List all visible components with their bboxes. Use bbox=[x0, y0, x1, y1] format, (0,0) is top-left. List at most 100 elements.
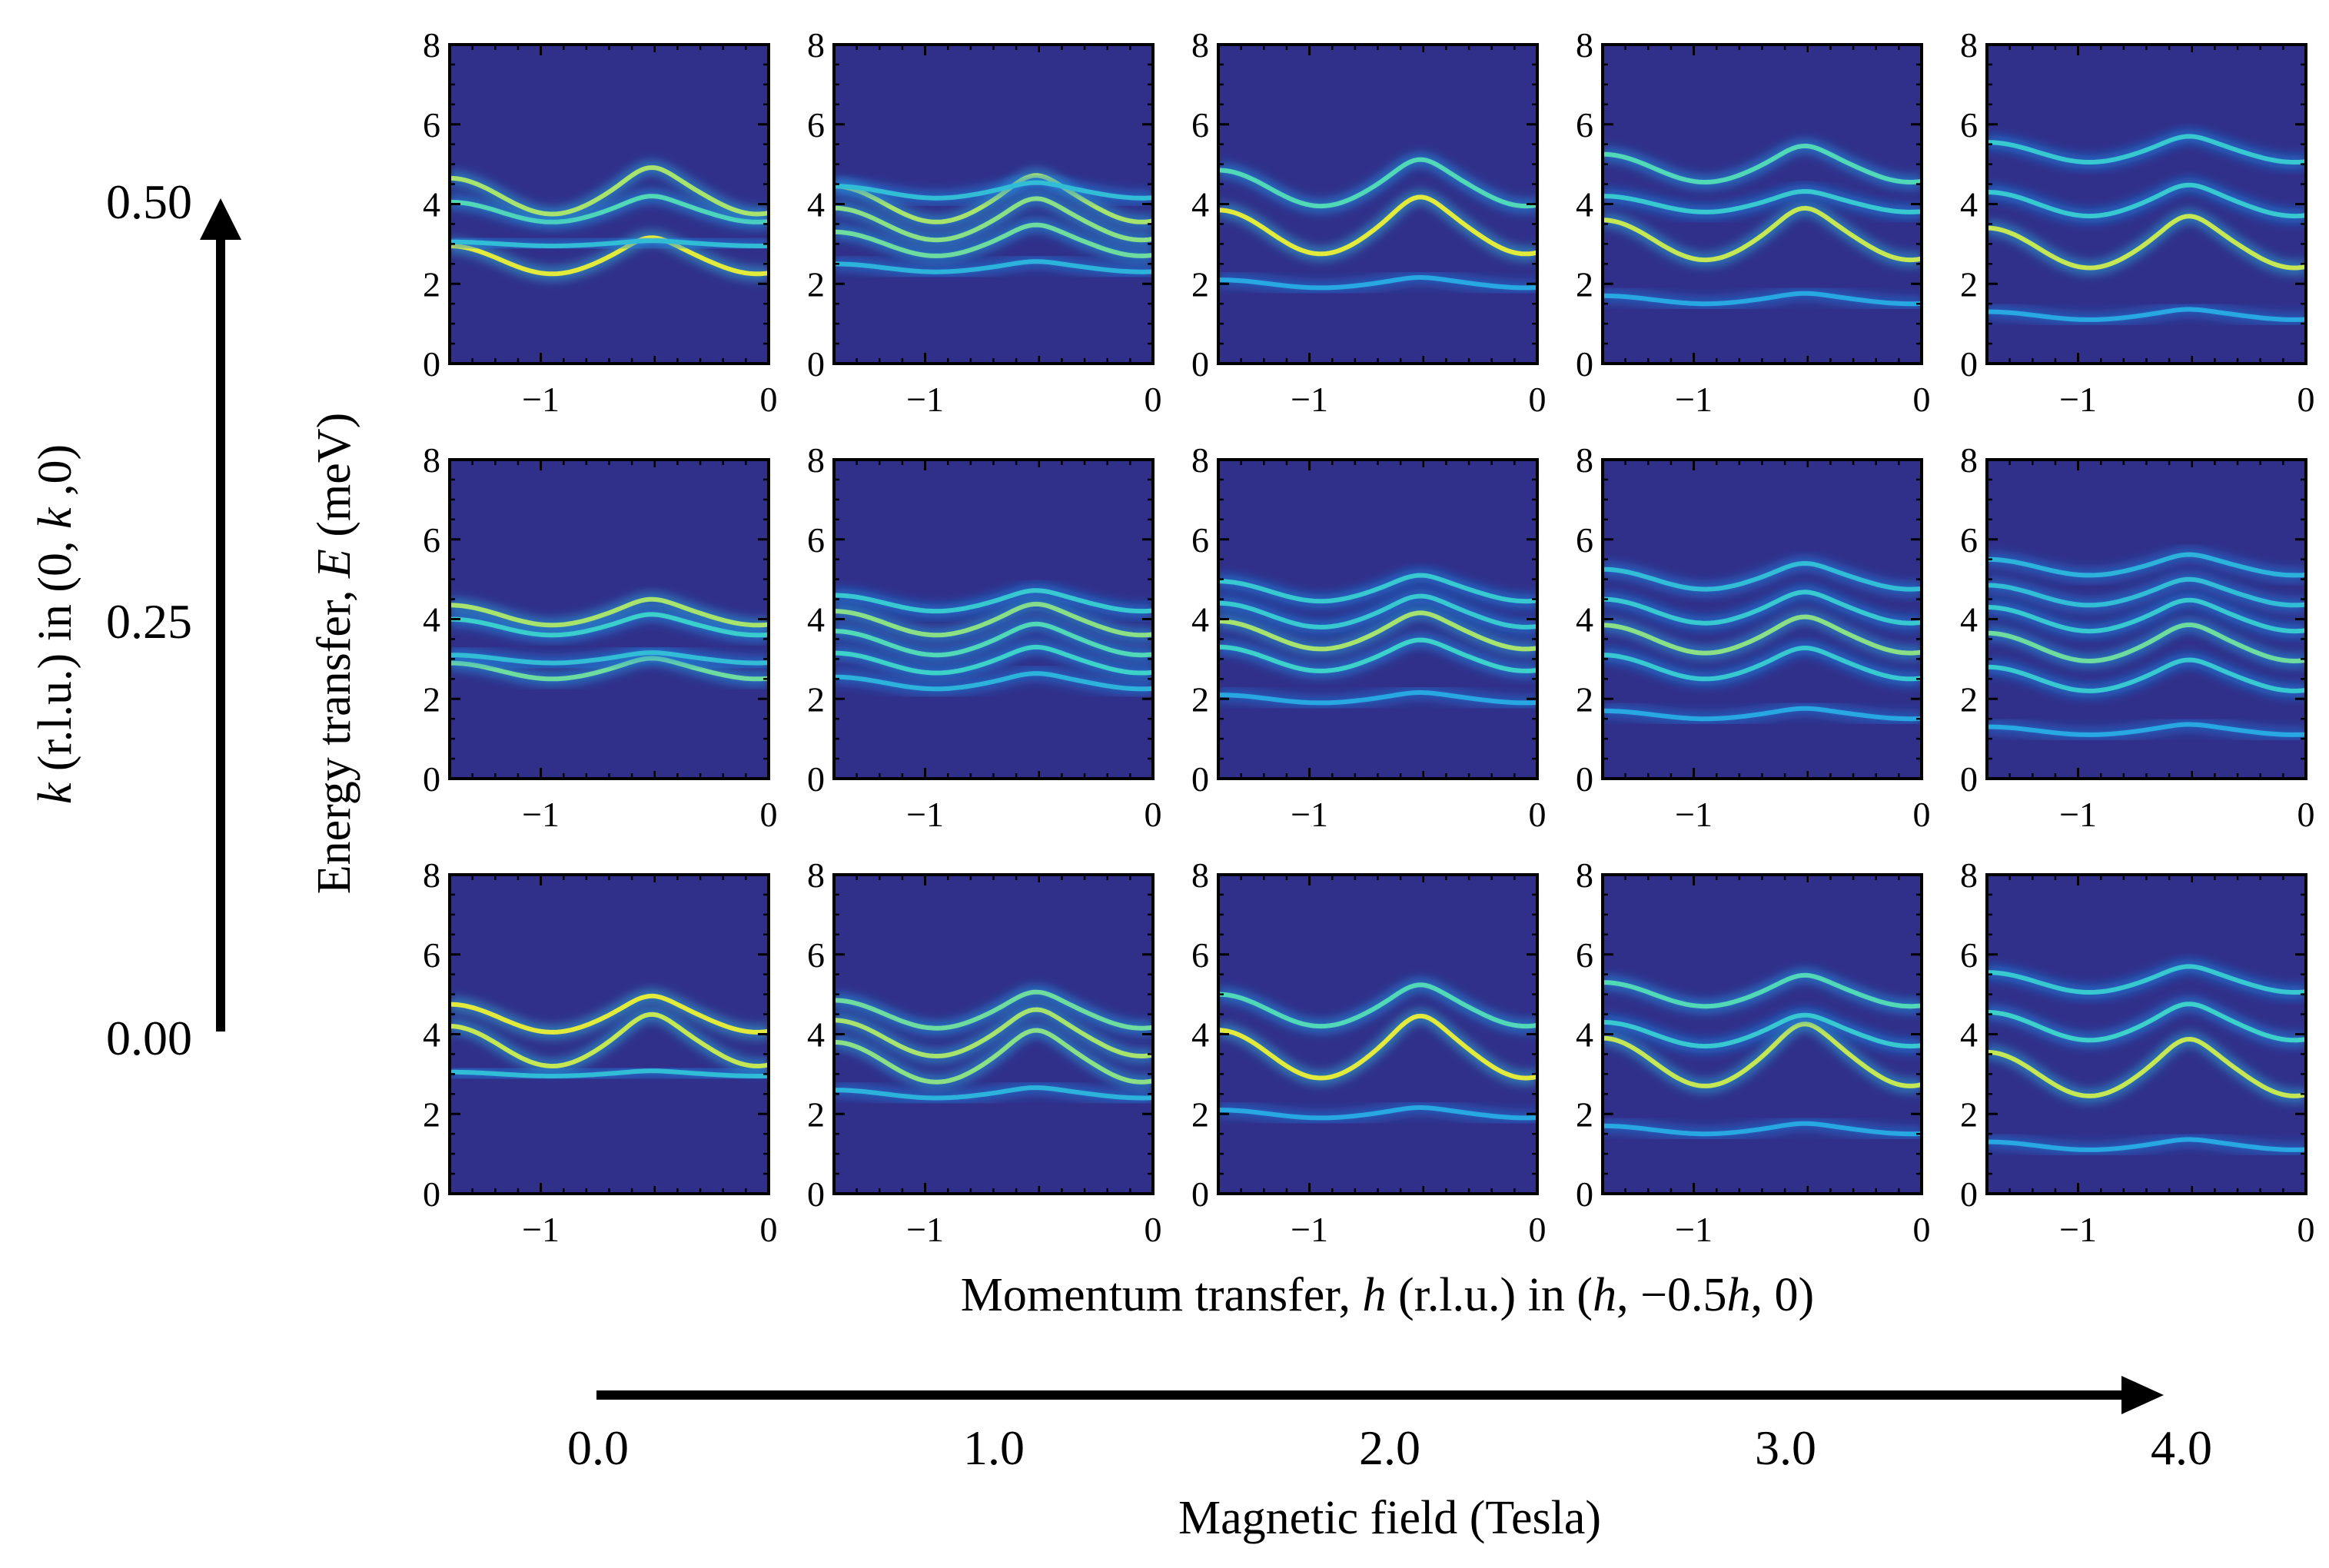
band-4 bbox=[1218, 573, 1537, 604]
band-2 bbox=[1218, 982, 1537, 1029]
x-tick-label: 0 bbox=[2297, 1210, 2315, 1249]
band-2 bbox=[450, 194, 769, 224]
field-axis-title: Magnetic field (Tesla) bbox=[1178, 1492, 1601, 1544]
panel-background bbox=[1218, 45, 1537, 364]
y-tick-label: 6 bbox=[1191, 520, 1209, 560]
panel-r2-c1: 0 2 4 6 8 −1 0 bbox=[807, 855, 1162, 1249]
y-tick-label: 0 bbox=[807, 344, 825, 384]
x-tick-label: 0 bbox=[1145, 380, 1162, 419]
y-tick-label: 6 bbox=[1576, 520, 1593, 560]
panel-r1-c1: 0 2 4 6 8 −1 0 bbox=[807, 440, 1162, 834]
band-1 bbox=[450, 1012, 769, 1069]
dispersion-bands bbox=[1218, 978, 1537, 1125]
x-axis-title: Momentum transfer, h (r.l.u.) in (h, −0.… bbox=[961, 1269, 1814, 1321]
band-1 bbox=[1987, 657, 2306, 693]
band-2 bbox=[450, 612, 769, 638]
y-tick-label: 2 bbox=[1960, 679, 1978, 719]
y-tick-label: 2 bbox=[423, 264, 440, 304]
panel-r1-c0: 0 2 4 6 8 −1 0 bbox=[423, 440, 778, 834]
band-1 bbox=[1603, 205, 1922, 263]
band-2 bbox=[1987, 182, 2306, 219]
y-tick-label: 6 bbox=[807, 520, 825, 560]
y-tick-label: 8 bbox=[1576, 440, 1593, 480]
panel-r0-c0: 0 2 4 6 8 −1 0 bbox=[423, 25, 778, 419]
band-2 bbox=[834, 196, 1153, 243]
band-3 bbox=[1218, 593, 1537, 630]
x-tick-label: −1 bbox=[906, 795, 944, 834]
y-tick-label: 6 bbox=[1960, 935, 1978, 975]
band-1 bbox=[1603, 645, 1922, 682]
dispersion-bands bbox=[1987, 129, 2306, 327]
band-1 bbox=[834, 1028, 1153, 1085]
y-axis-title: Energy transfer, E (meV) bbox=[308, 413, 360, 894]
y-tick-label: 0 bbox=[807, 1174, 825, 1214]
band-0 bbox=[1603, 706, 1922, 722]
y-tick-label: 8 bbox=[423, 855, 440, 895]
x-tick-label: 0 bbox=[1529, 380, 1547, 419]
y-tick-label: 2 bbox=[807, 264, 825, 304]
x-tick-label: 0 bbox=[760, 795, 778, 834]
y-tick-label: 0 bbox=[1960, 344, 1978, 384]
y-tick-label: 8 bbox=[423, 25, 440, 65]
dispersion-bands bbox=[834, 985, 1153, 1105]
y-tick-label: 8 bbox=[1191, 25, 1209, 65]
band-2 bbox=[1987, 1002, 2306, 1043]
band-2 bbox=[1218, 610, 1537, 652]
band-0 bbox=[450, 1068, 769, 1078]
y-tick-label: 6 bbox=[807, 935, 825, 975]
dispersion-bands bbox=[450, 160, 769, 281]
band-0 bbox=[1987, 722, 2306, 737]
panel-r2-c3: 0 2 4 6 8 −1 0 bbox=[1576, 855, 1931, 1249]
x-tick-label: 0 bbox=[760, 380, 778, 419]
panel-r2-c4: 0 2 4 6 8 −1 0 bbox=[1960, 855, 2315, 1249]
y-tick-label: 0 bbox=[807, 759, 825, 799]
x-tick-label: 0 bbox=[1145, 795, 1162, 834]
panel-r1-c3: 0 2 4 6 8 −1 0 bbox=[1576, 440, 1931, 834]
y-tick-label: 4 bbox=[1576, 600, 1593, 639]
band-0 bbox=[834, 259, 1153, 274]
band-4 bbox=[834, 588, 1153, 614]
band-0 bbox=[1603, 291, 1922, 307]
panel-r1-c2: 0 2 4 6 8 −1 0 bbox=[1191, 440, 1547, 834]
band-3 bbox=[834, 989, 1153, 1031]
y-tick-label: 6 bbox=[1191, 935, 1209, 975]
x-tick-label: 0 bbox=[2297, 380, 2315, 419]
y-tick-label: 4 bbox=[423, 600, 440, 639]
band-1 bbox=[450, 650, 769, 666]
y-tick-label: 6 bbox=[1960, 105, 1978, 145]
y-tick-label: 4 bbox=[1960, 1015, 1978, 1055]
panel-r2-c2: 0 2 4 6 8 −1 0 bbox=[1191, 855, 1547, 1249]
band-1 bbox=[1218, 1013, 1537, 1081]
y-tick-label: 4 bbox=[1191, 1015, 1209, 1055]
panel-r2-c0: 0 2 4 6 8 −1 0 bbox=[423, 855, 778, 1249]
y-tick-label: 4 bbox=[1960, 600, 1978, 639]
y-tick-label: 8 bbox=[1576, 25, 1593, 65]
band-3 bbox=[1987, 134, 2306, 164]
x-tick-label: 0 bbox=[1913, 795, 1931, 834]
dispersion-bands bbox=[1603, 968, 1922, 1141]
y-tick-label: 4 bbox=[1576, 185, 1593, 224]
panel-r0-c3: 0 2 4 6 8 −1 0 bbox=[1576, 25, 1931, 419]
dispersion-bands bbox=[1987, 547, 2306, 742]
y-tick-label: 6 bbox=[1576, 105, 1593, 145]
x-tick-label: 0 bbox=[2297, 795, 2315, 834]
band-1 bbox=[450, 238, 769, 248]
y-tick-label: 4 bbox=[1960, 185, 1978, 224]
y-tick-label: 8 bbox=[807, 855, 825, 895]
y-tick-label: 6 bbox=[423, 520, 440, 560]
dispersion-bands bbox=[834, 583, 1153, 696]
x-tick-label: −1 bbox=[906, 1210, 944, 1249]
band-3 bbox=[834, 173, 1153, 224]
y-tick-label: 0 bbox=[423, 344, 440, 384]
field-value-label: 2.0 bbox=[1359, 1420, 1420, 1475]
y-tick-label: 2 bbox=[1191, 679, 1209, 719]
y-tick-label: 8 bbox=[807, 440, 825, 480]
field-value-label: 1.0 bbox=[963, 1420, 1025, 1475]
band-0 bbox=[450, 235, 769, 277]
y-tick-label: 2 bbox=[807, 679, 825, 719]
x-tick-label: −1 bbox=[1291, 795, 1328, 834]
y-tick-label: 2 bbox=[423, 679, 440, 719]
band-0 bbox=[1603, 1121, 1922, 1137]
y-tick-label: 8 bbox=[1191, 440, 1209, 480]
